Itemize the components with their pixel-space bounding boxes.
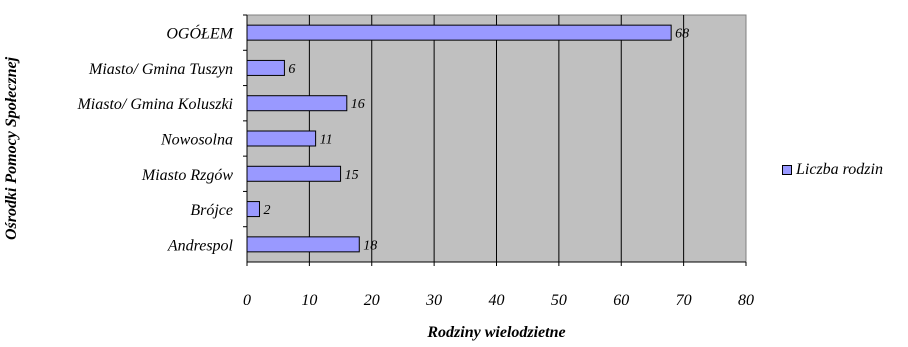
gridlines [246,15,747,266]
category-label-3: Nowosolna [160,132,233,149]
bar-0 [246,24,672,41]
legend-swatch [782,165,792,175]
value-label-4: 15 [345,168,359,183]
value-label-1: 6 [288,62,295,77]
value-label-2: 16 [351,97,365,112]
x-tick-label-0: 0 [243,292,251,309]
x-tick-label-80: 80 [738,292,754,309]
value-labels: 68 6 16 11 15 2 18 [263,27,689,254]
value-label-0: 68 [675,27,689,42]
x-tick-label-20: 20 [364,292,380,309]
legend-label: Liczba rodzin [796,161,883,178]
bar-5 [246,201,260,218]
category-label-5: Brójce [190,202,233,219]
y-axis-label: Ośrodki Pomocy Społecznej [3,56,20,240]
category-label-2: Miasto/ Gmina Koluszki [76,96,233,113]
bar-3 [246,130,317,147]
bar-1 [246,59,285,76]
bars [243,14,672,253]
value-label-5: 2 [263,203,270,218]
value-label-6: 18 [363,238,377,253]
legend: Liczba rodzin [782,161,883,179]
x-tick-label-10: 10 [301,292,317,309]
category-label-6: Andrespol [167,237,234,254]
x-tick-label-70: 70 [676,292,692,309]
x-tick-label-30: 30 [425,292,442,309]
x-axis-label: Rodziny wielodzietne [426,324,565,341]
bar-4 [246,165,342,182]
category-label-1: Miasto/ Gmina Tuszyn [88,61,233,78]
category-labels: OGÓŁEM Miasto/ Gmina Tuszyn Miasto/ Gmina … [76,24,234,255]
x-tick-label-50: 50 [551,292,567,309]
x-tick-labels: 0 10 20 30 40 50 60 70 80 [243,292,754,309]
category-label-0: OGÓŁEM [166,24,234,43]
bar-2 [246,95,348,112]
value-label-3: 11 [320,133,333,148]
x-tick-label-40: 40 [489,292,505,309]
x-tick-label-60: 60 [613,292,629,309]
category-label-4: Miasto Rzgów [141,167,233,184]
bar-6 [246,236,360,253]
